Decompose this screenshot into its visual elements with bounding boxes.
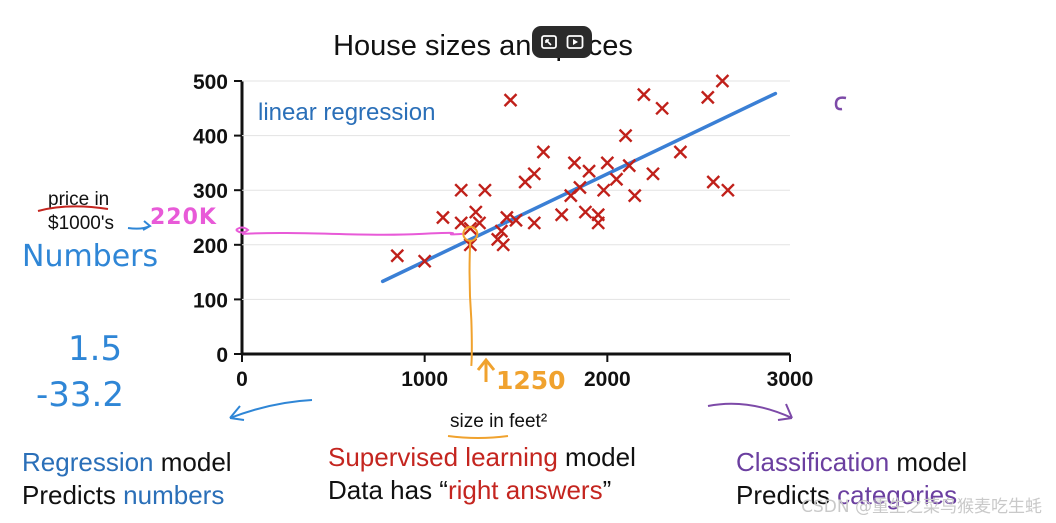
classification-word: Classification [736, 447, 890, 477]
purple-mark-icon [834, 96, 847, 111]
regression-line-label: linear regression [258, 99, 435, 126]
data-point [454, 216, 469, 230]
data-point [494, 224, 509, 238]
y-label-line1: price in [48, 189, 109, 210]
numbers-word: numbers [123, 480, 225, 510]
data-point [468, 205, 483, 219]
price-underline [37, 205, 109, 212]
data-point [496, 237, 511, 252]
arrow-right-purple-icon [707, 402, 793, 421]
data-point [706, 175, 721, 189]
data-point [509, 213, 523, 228]
x-tick-label: 0 [236, 368, 248, 391]
y-axis-marker [235, 226, 250, 234]
pip-icon[interactable] [540, 33, 558, 51]
y-tick-label: 100 [193, 289, 228, 312]
data-point [622, 158, 637, 173]
y-tick-label: 300 [193, 180, 228, 203]
data-point [463, 221, 478, 236]
data-point [573, 180, 587, 195]
size-value-label: 1250 [496, 366, 566, 395]
data-point [591, 207, 606, 222]
data-point [503, 93, 518, 107]
data-point [472, 216, 487, 230]
y-tick-label: 500 [193, 71, 228, 94]
predicted-price-line [241, 231, 463, 236]
data-point [646, 166, 660, 181]
right-answers-word: right answers [447, 475, 603, 505]
data-point [609, 172, 624, 187]
data-point [582, 164, 596, 178]
arrow-up-icon [476, 357, 496, 382]
data-point [454, 183, 469, 198]
y-label-line2: $1000's [48, 213, 114, 234]
classification-model-block: Classification model Predicts categories [736, 446, 967, 512]
x-tick-label: 3000 [767, 368, 814, 391]
example-value-2: -33.2 [36, 375, 124, 415]
classification-rest: model [889, 447, 968, 477]
data-point [436, 210, 450, 225]
supervised-model-block: Supervised learning model Data has “righ… [328, 441, 636, 507]
data-point [536, 145, 551, 159]
data-point [554, 207, 569, 222]
categories-word: categories [837, 480, 958, 510]
data-point [567, 156, 582, 170]
regression-model-block: Regression model Predicts numbers [22, 446, 232, 512]
regression-word: Regression [22, 447, 154, 477]
supervised-rest: model [557, 442, 636, 472]
data-point [390, 248, 405, 263]
example-value-1: 1.5 [68, 329, 122, 369]
data-point [596, 183, 611, 198]
gridlines [242, 80, 790, 300]
play-icon[interactable] [566, 33, 584, 51]
x-tick-label: 1000 [401, 368, 448, 391]
data-point [715, 74, 730, 88]
data-point [618, 128, 633, 143]
y-tick-label: 0 [216, 344, 228, 367]
video-controls[interactable] [532, 26, 592, 58]
size-line [468, 239, 473, 366]
y-tick-label: 200 [193, 235, 228, 258]
classification-prefix: Predicts [736, 480, 838, 510]
data-point [578, 205, 593, 219]
data-point [527, 166, 542, 181]
x-label-underline [447, 435, 509, 439]
y-tick-group: 0 100 200 300 400 500 [193, 71, 242, 367]
data-point [478, 183, 492, 198]
regression-rest: model [153, 447, 232, 477]
supervised-word: Supervised learning [328, 442, 558, 472]
y-tick-label: 400 [193, 126, 228, 149]
data-point [700, 90, 715, 105]
data-point [627, 188, 642, 203]
supervised-prefix: Data has “ [328, 475, 448, 505]
data-point [721, 183, 735, 198]
supervised-suffix: ” [602, 475, 612, 505]
data-point [600, 156, 615, 170]
x-tick-group: 0 1000 2000 3000 [236, 354, 813, 391]
data-point [673, 145, 688, 159]
data-point [527, 216, 542, 230]
data-point [637, 87, 651, 102]
numbers-label: Numbers [22, 239, 158, 274]
data-point [655, 101, 669, 116]
data-point [417, 254, 432, 269]
arrow-left-icon [229, 399, 313, 421]
regression-prefix: Predicts [22, 480, 124, 510]
x-axis-label: size in feet² [450, 411, 547, 432]
data-points [390, 74, 735, 269]
watermark: CSDN @重生之菜鸟猴麦吃生蚝 [801, 497, 1042, 517]
x-tick-label: 2000 [584, 368, 631, 391]
arrow-right-icon [127, 220, 152, 231]
predicted-price-label: 220K [150, 205, 217, 230]
